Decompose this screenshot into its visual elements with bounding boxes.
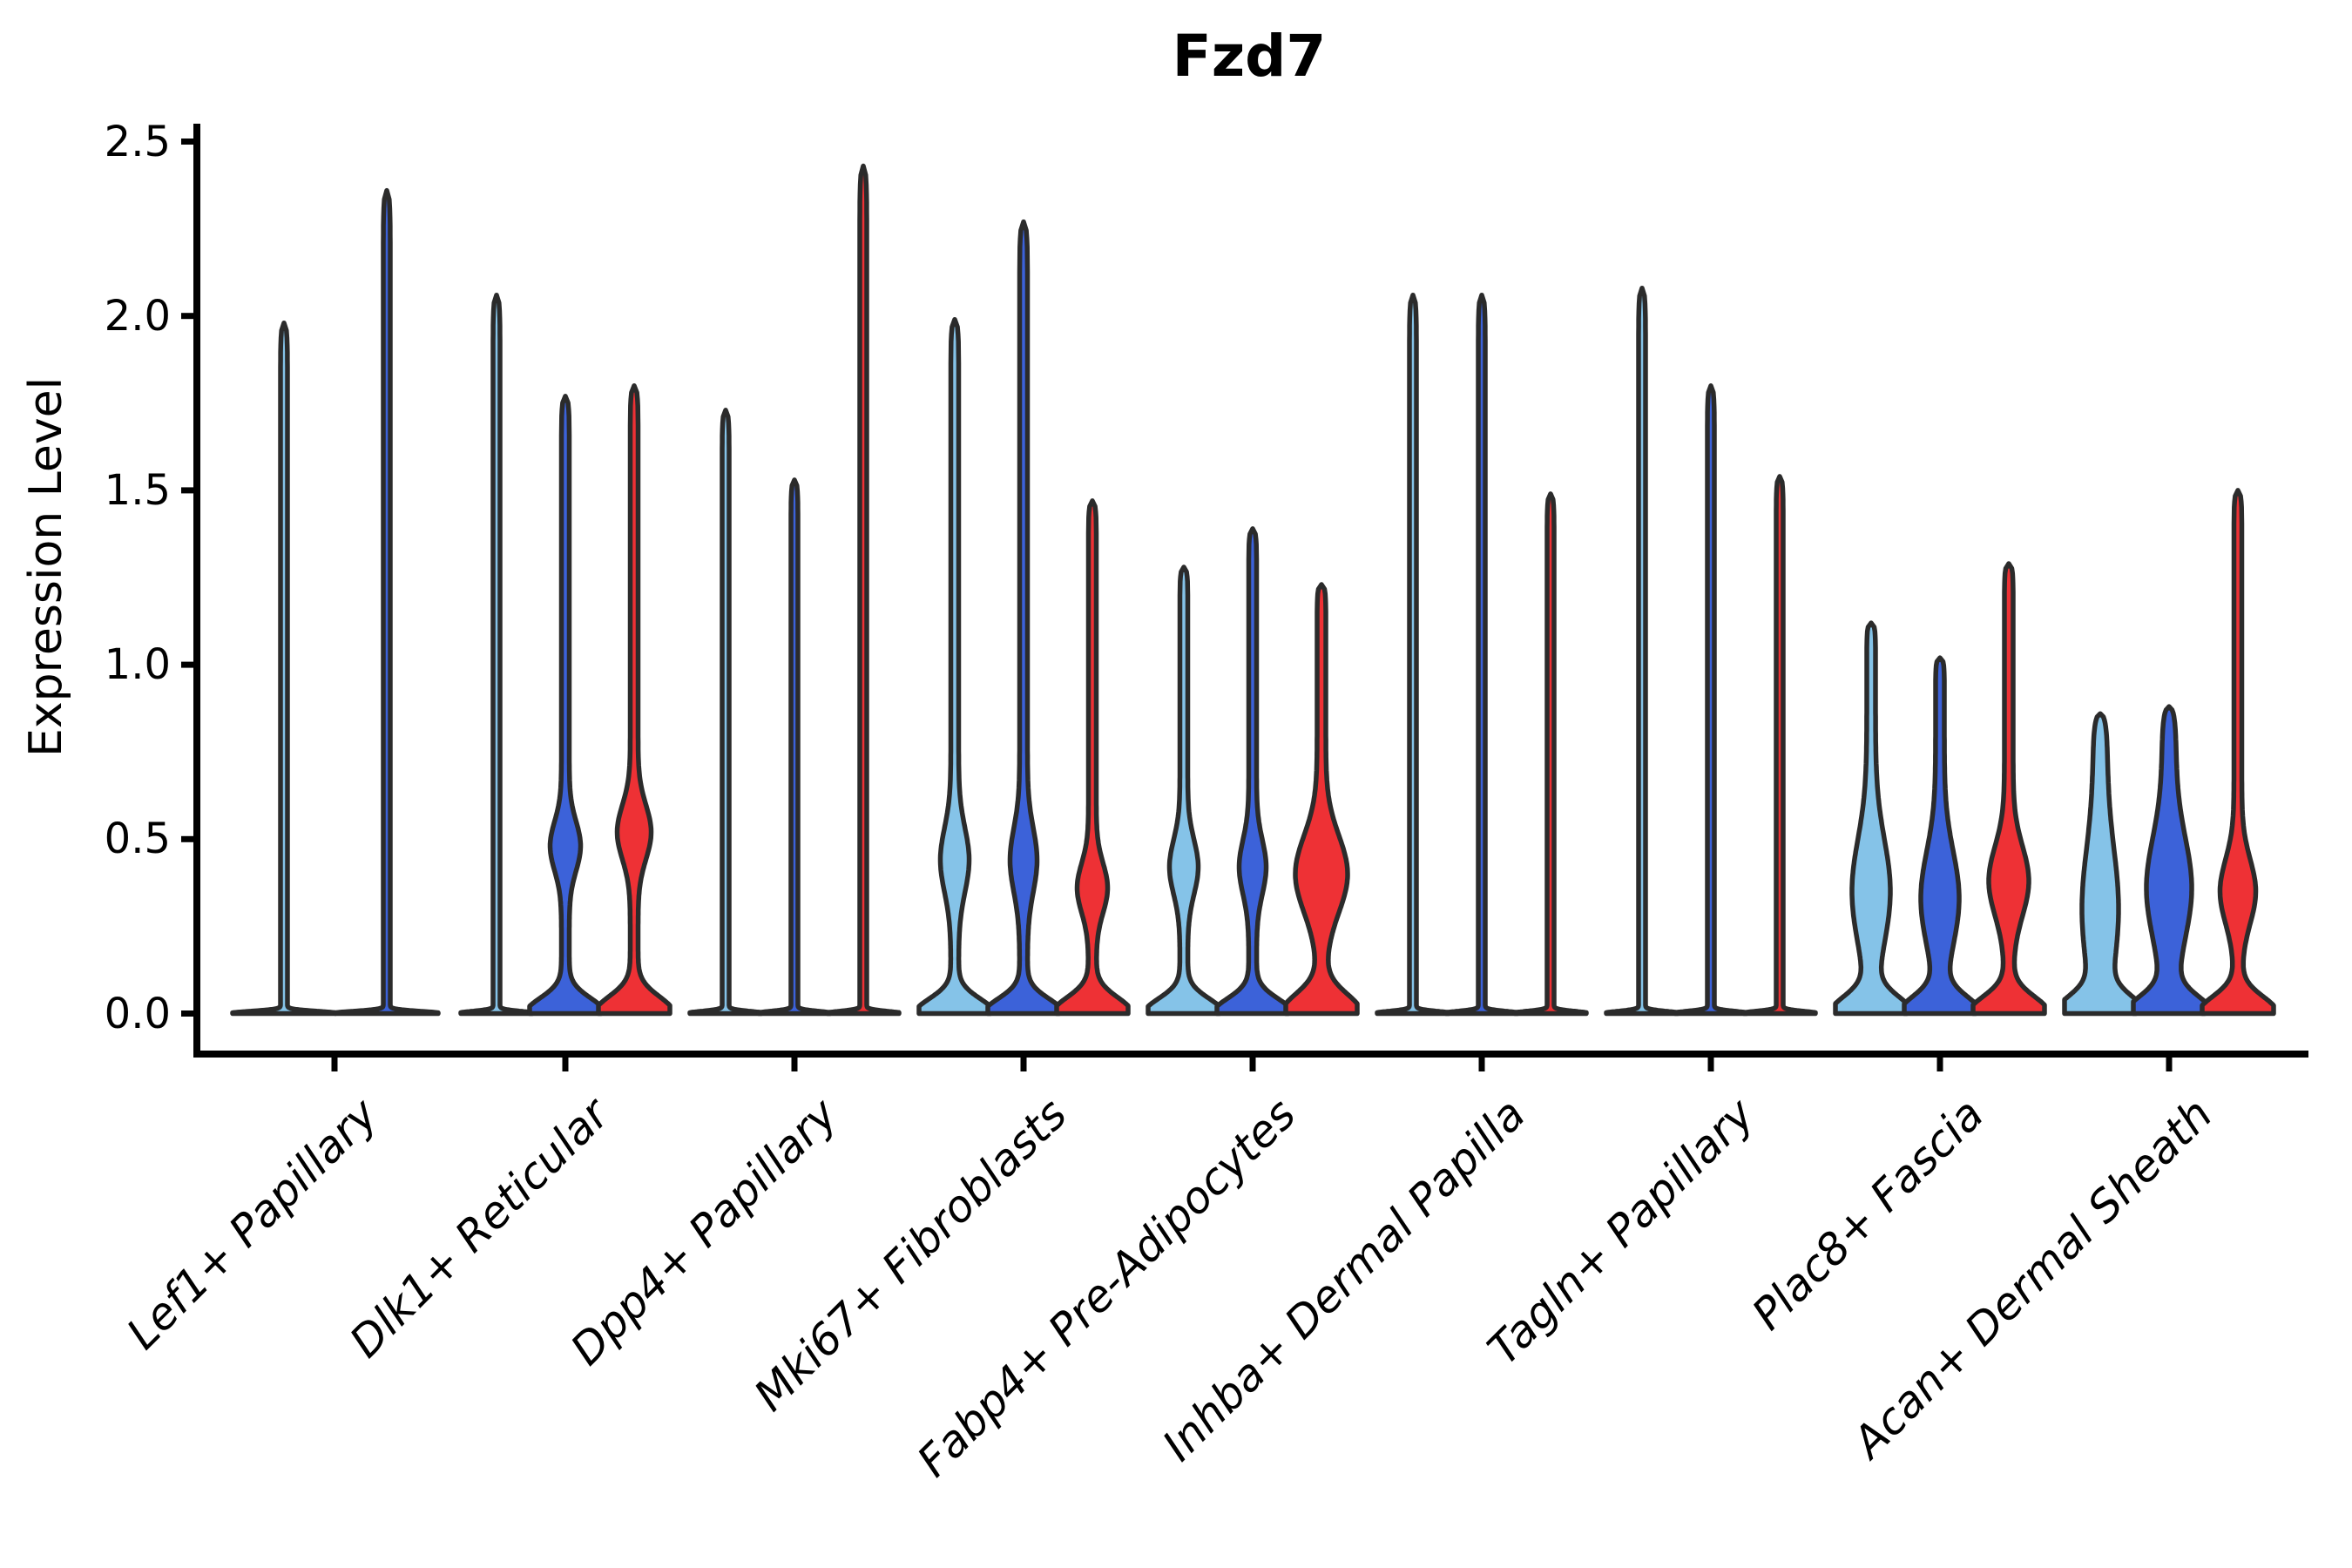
violin-tagln-papillary-light_blue bbox=[1604, 285, 1680, 1017]
violin-acan-dermal-sheath-dark_blue bbox=[2131, 704, 2207, 1017]
violin-tagln-papillary-red bbox=[1741, 474, 1818, 1017]
violin-inhba-dermal-papilla-light_blue bbox=[1375, 292, 1451, 1017]
violin-lef1-papillary-dark_blue bbox=[333, 187, 441, 1017]
violin-dpp4-papillary-light_blue bbox=[687, 408, 764, 1017]
y-tick-label-0.0: 0.0 bbox=[104, 989, 171, 1038]
y-tick-label-2.5: 2.5 bbox=[104, 117, 171, 166]
violin-acan-dermal-sheath-red bbox=[2200, 488, 2276, 1017]
violin-mki67-fibroblasts-light_blue bbox=[916, 316, 993, 1017]
violin-dlk1-reticular-dark_blue bbox=[527, 394, 604, 1017]
violin-lef1-papillary-light_blue bbox=[230, 320, 338, 1017]
violin-dlk1-reticular-red bbox=[596, 383, 672, 1017]
violin-tagln-papillary-dark_blue bbox=[1673, 383, 1749, 1017]
y-axis-label: Expression Level bbox=[20, 376, 72, 758]
violin-fabp4-pre-adipocytes-red bbox=[1283, 582, 1360, 1017]
y-tick-label-0.5: 0.5 bbox=[104, 814, 171, 864]
violin-plac8-fascia-dark_blue bbox=[1902, 655, 1978, 1017]
y-tick-label-1.0: 1.0 bbox=[104, 640, 171, 690]
violin-mki67-fibroblasts-dark_blue bbox=[985, 219, 1062, 1017]
violin-fabp4-pre-adipocytes-light_blue bbox=[1146, 564, 1222, 1017]
violin-inhba-dermal-papilla-dark_blue bbox=[1443, 292, 1520, 1017]
chart-title: Fzd7 bbox=[1172, 23, 1327, 90]
y-tick-label-2.0: 2.0 bbox=[104, 291, 171, 341]
violin-plac8-fascia-red bbox=[1970, 561, 2047, 1017]
y-tick-label-1.5: 1.5 bbox=[104, 465, 171, 515]
violin-dpp4-papillary-dark_blue bbox=[756, 477, 833, 1017]
violin-acan-dermal-sheath-light_blue bbox=[2062, 711, 2139, 1017]
violin-plac8-fascia-light_blue bbox=[1833, 620, 1909, 1017]
violin-dlk1-reticular-light_blue bbox=[458, 292, 535, 1017]
violin-inhba-dermal-papilla-red bbox=[1512, 491, 1589, 1017]
violin-mki67-fibroblasts-red bbox=[1054, 498, 1131, 1017]
violin-fabp4-pre-adipocytes-dark_blue bbox=[1214, 526, 1291, 1017]
violin-dpp4-papillary-red bbox=[825, 163, 902, 1017]
